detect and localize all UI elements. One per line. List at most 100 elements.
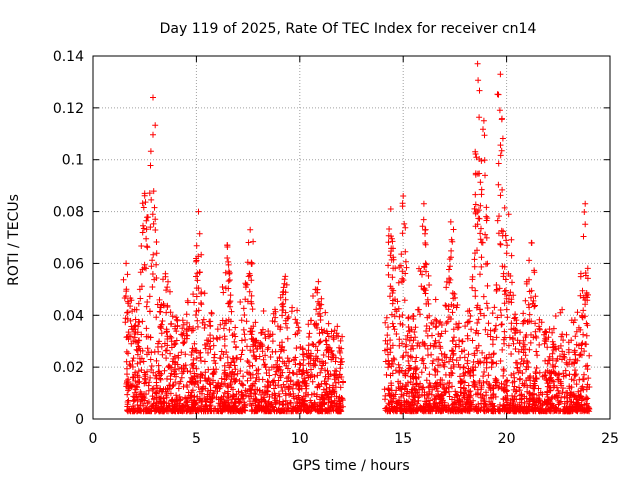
data-point [179,403,186,410]
data-point [193,273,199,280]
data-point [318,365,325,372]
data-point [310,293,316,299]
data-point [412,324,419,331]
data-point [475,405,482,412]
data-point [244,298,251,305]
data-point [277,324,284,331]
data-point [526,374,533,381]
data-point [135,368,142,375]
data-point [410,316,417,322]
data-point [514,337,521,344]
data-point [130,355,137,362]
data-point [498,321,505,328]
data-point [530,297,537,304]
data-point [521,381,528,387]
data-point [452,388,459,395]
data-point [253,396,260,403]
data-point [340,379,346,386]
data-point [214,336,221,343]
data-point [494,314,501,321]
data-point [251,390,258,397]
data-point [144,351,150,358]
data-point [392,367,399,374]
data-point [338,374,345,380]
data-point [161,367,168,374]
data-point [401,297,408,304]
data-point [449,383,455,390]
data-point [552,407,559,413]
data-point [385,324,391,331]
data-point [443,278,450,285]
data-point [470,372,477,379]
data-point [400,193,407,199]
data-point [140,222,146,229]
data-point [418,369,425,376]
data-point [390,287,397,294]
data-point [144,345,151,352]
data-point [221,389,228,396]
data-point [296,360,303,367]
data-point [323,347,330,354]
data-point [580,233,587,240]
data-point [322,367,329,374]
data-point [309,378,316,385]
data-point [180,340,187,347]
data-point [553,357,560,364]
data-point [194,323,201,330]
data-point [317,317,324,323]
data-point [401,385,408,392]
data-point [509,279,515,286]
data-point [517,361,524,367]
data-point [517,408,524,415]
data-point [389,360,396,367]
data-point [256,405,263,412]
data-point [451,399,458,406]
y-tick-label: 0.06 [53,256,84,272]
data-point [295,324,302,331]
data-point [579,340,586,347]
data-point [498,147,505,154]
data-point [133,391,140,398]
data-point [447,218,454,225]
data-point [523,366,530,373]
data-point [192,399,199,406]
data-point [483,392,490,399]
data-point [442,389,449,396]
data-point [152,227,159,233]
data-point [206,406,213,412]
data-point [446,266,452,273]
data-point [337,365,344,372]
data-point [443,406,450,413]
data-point [399,268,406,275]
data-point [449,290,456,297]
data-point [469,273,476,280]
data-point [232,324,239,331]
data-point [523,332,530,338]
grid-lines [93,56,610,419]
data-point [475,316,482,323]
data-point [522,346,529,353]
data-point [171,371,178,378]
data-point [123,260,130,267]
data-point [246,288,253,295]
data-point [469,366,476,373]
data-point [128,340,135,347]
data-point [534,352,541,359]
data-point [163,406,170,413]
data-point [544,383,551,390]
data-point [430,320,437,327]
data-point [283,408,290,415]
data-point [124,391,131,398]
data-point [227,380,234,387]
data-point [550,378,557,385]
data-point [316,330,323,337]
data-point [544,389,551,396]
data-point [571,377,577,384]
data-point [532,302,538,309]
data-point [474,406,481,413]
data-point [439,357,446,364]
data-point [566,408,573,415]
data-point [316,396,323,403]
data-point [492,326,499,333]
data-point [532,369,539,375]
